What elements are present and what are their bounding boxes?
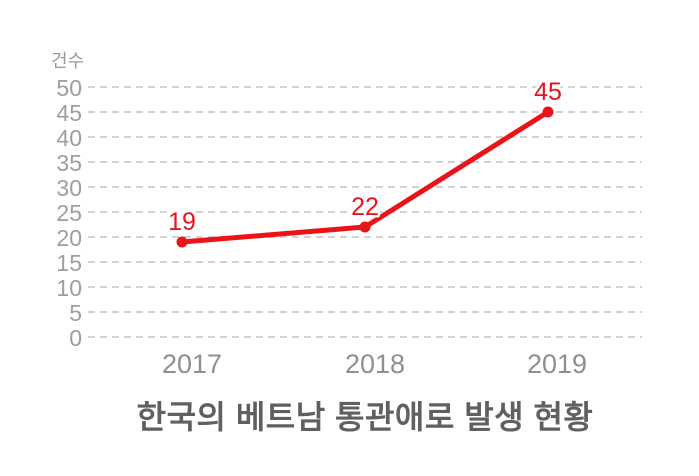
y-tick-label: 35	[56, 150, 82, 176]
gridlines-group	[88, 86, 642, 338]
y-tick-label: 5	[69, 300, 82, 326]
data-point	[359, 221, 371, 233]
x-tick-label: 2017	[162, 349, 222, 379]
y-tick-label: 30	[56, 175, 82, 201]
data-point-label: 45	[534, 78, 562, 106]
y-tick-label: 0	[69, 325, 82, 351]
chart-title: 한국의 베트남 통관애로 발생 현황	[136, 399, 594, 435]
data-point-label: 22	[351, 193, 379, 221]
x-tick-label: 2018	[345, 349, 405, 379]
y-axis-unit-label: 건수	[51, 51, 84, 71]
data-series	[176, 106, 554, 248]
y-tick-label: 10	[56, 275, 82, 301]
y-tick-label: 25	[56, 200, 82, 226]
data-point	[176, 236, 188, 248]
y-tick-label: 15	[56, 250, 82, 276]
x-tick-label: 2019	[527, 349, 587, 379]
y-tick-label: 20	[56, 225, 82, 251]
y-tick-label: 50	[56, 75, 82, 101]
y-tick-label: 40	[56, 125, 82, 151]
x-axis-tick-labels: 2017 2018 2019	[162, 349, 587, 379]
data-point-labels: 19 22 45	[166, 76, 565, 239]
data-point	[542, 106, 554, 118]
y-tick-label: 45	[56, 100, 82, 126]
data-point-label: 19	[168, 208, 196, 236]
